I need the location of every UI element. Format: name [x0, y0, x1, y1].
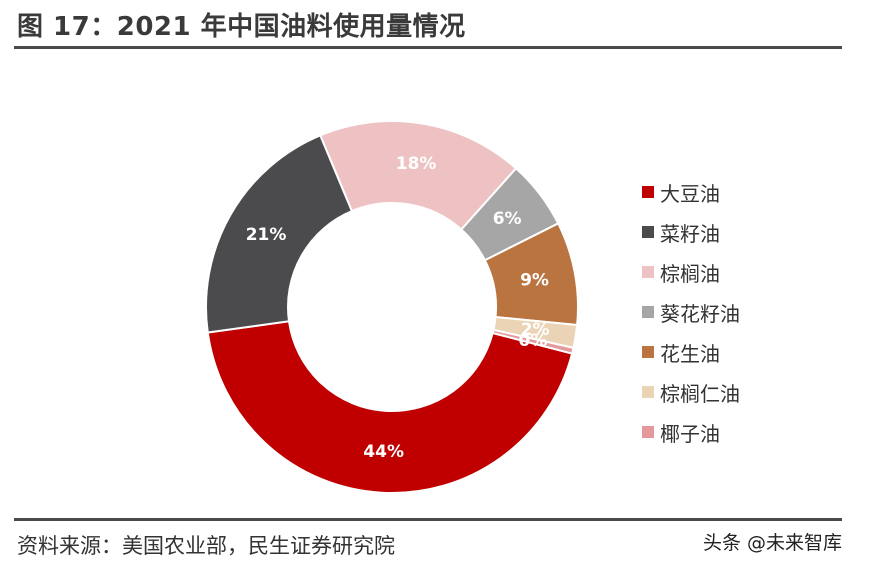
watermark: 头条 @未来智库	[703, 532, 843, 554]
slice-label-2: 18%	[396, 154, 437, 174]
legend-label-5: 棕榈仁油	[660, 381, 740, 406]
legend-swatch-1	[642, 226, 654, 238]
slice-label-4: 9%	[520, 270, 549, 290]
slice-6	[491, 328, 575, 355]
slice-1	[205, 134, 354, 334]
slice-label-1: 21%	[246, 225, 287, 245]
legend-swatch-6	[642, 426, 654, 438]
legend-item-4: 花生油	[642, 332, 740, 372]
slice-label-5: 2%	[521, 320, 550, 340]
title-divider	[14, 46, 842, 49]
legend-swatch-5	[642, 386, 654, 398]
source-note: 资料来源：美国农业部，民生证券研究院	[17, 534, 395, 558]
legend-item-2: 棕榈油	[642, 252, 740, 292]
legend-label-4: 花生油	[660, 341, 720, 366]
slice-label-6: 0%	[518, 331, 547, 351]
legend-item-3: 葵花籽油	[642, 292, 740, 332]
chart-legend: 大豆油菜籽油棕榈油葵花籽油花生油棕榈仁油椰子油	[642, 172, 740, 452]
legend-label-6: 椰子油	[660, 421, 720, 446]
legend-label-1: 菜籽油	[660, 221, 720, 246]
legend-swatch-2	[642, 266, 654, 278]
legend-swatch-4	[642, 346, 654, 358]
legend-item-5: 棕榈仁油	[642, 372, 740, 412]
legend-item-0: 大豆油	[642, 172, 740, 212]
legend-swatch-3	[642, 306, 654, 318]
legend-label-3: 葵花籽油	[660, 301, 740, 326]
chart-title: 图 17：2021 年中国油料使用量情况	[17, 12, 466, 42]
legend-item-1: 菜籽油	[642, 212, 740, 252]
legend-swatch-0	[642, 186, 654, 198]
slice-label-0: 44%	[363, 442, 404, 462]
slice-label-3: 6%	[493, 209, 522, 229]
legend-item-6: 椰子油	[642, 412, 740, 452]
slice-2	[319, 120, 518, 231]
legend-label-0: 大豆油	[660, 181, 720, 206]
source-divider	[14, 518, 842, 521]
slice-0	[206, 320, 574, 494]
legend-label-2: 棕榈油	[660, 261, 720, 286]
